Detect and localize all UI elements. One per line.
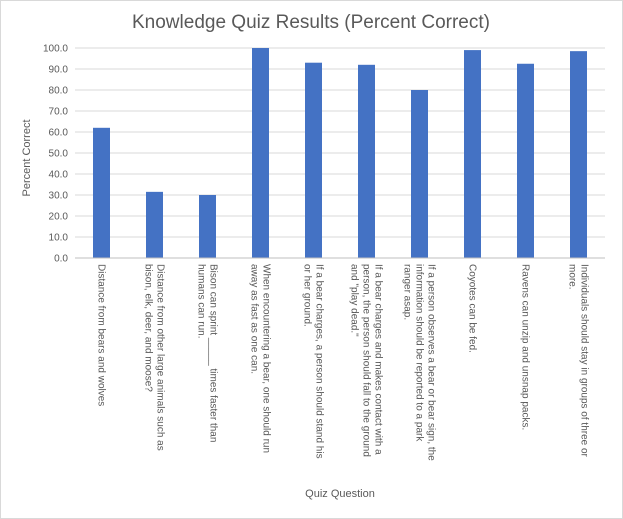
chart-title: Knowledge Quiz Results (Percent Correct): [132, 12, 490, 33]
x-category-label-line: away as fast as one can.: [249, 264, 260, 374]
x-category-label: Coyotes can be fed.: [467, 264, 478, 353]
x-category-label-line: and "play dead.": [349, 264, 360, 337]
x-category-label-line: more.: [567, 264, 578, 290]
y-tick-label: 80.0: [49, 86, 69, 97]
x-category-label-line: Distance from bears and wolves: [96, 264, 107, 406]
x-category-label-line: If a bear charges, a person should stand…: [314, 264, 325, 459]
x-category-label: Distance from other large animals such a…: [143, 264, 166, 451]
y-axis-ticks: 0.0 10.0 20.0 30.0 40.0 50.0 60.0 70.0 80.0 90.0 1…: [43, 44, 68, 265]
x-category-label: If a bear charges and makes contact with…: [349, 264, 384, 457]
y-tick-label: 90.0: [49, 65, 69, 76]
x-category-label-line: person, the person should fall to the gr…: [361, 264, 372, 457]
x-category-label-line: bison, elk, deer, and moose?: [143, 264, 154, 392]
x-category-label: Individuals should stay in groups of thr…: [567, 264, 590, 458]
bars: [93, 48, 587, 259]
y-axis-title: Percent Correct: [21, 119, 33, 196]
x-axis-title: Quiz Question: [305, 488, 375, 500]
y-tick-label: 40.0: [49, 170, 69, 181]
bar: [199, 195, 216, 258]
x-category-label-line: or her ground.: [302, 264, 313, 327]
y-tick-label: 60.0: [49, 128, 69, 139]
x-category-label: If a bear charges, a person should stand…: [302, 264, 325, 459]
x-category-label-line: If a person observes a bear or bear sign…: [426, 264, 437, 461]
bar: [252, 48, 269, 258]
bar: [517, 63, 534, 258]
y-tick-label: 50.0: [49, 149, 69, 160]
x-category-label-line: Ravens can unzip and unsnap packs.: [520, 264, 531, 430]
y-tick-label: 100.0: [43, 44, 68, 55]
x-category-label: If a person observes a bear or bear sign…: [402, 264, 437, 461]
x-category-label: Bison can sprint _____ times faster than…: [196, 264, 219, 442]
bar: [146, 191, 163, 258]
y-tick-label: 20.0: [49, 212, 69, 223]
x-category-label-line: If a bear charges and makes contact with…: [373, 264, 384, 455]
x-category-label-line: Bison can sprint _____ times faster than: [208, 264, 219, 442]
x-category-label-line: Coyotes can be fed.: [467, 264, 478, 353]
x-category-label-line: Distance from other large animals such a…: [155, 264, 166, 451]
bar: [464, 50, 481, 258]
x-category-label: Ravens can unzip and unsnap packs.: [520, 264, 531, 430]
x-category-label-line: humans can run.: [196, 264, 207, 339]
gridlines: [75, 47, 605, 238]
x-category-label-line: When encountering a bear, one should run: [261, 264, 272, 453]
y-tick-label: 0.0: [54, 254, 68, 265]
x-category-label: When encountering a bear, one should run…: [249, 264, 272, 453]
bar: [93, 127, 110, 258]
bar: [411, 90, 428, 258]
y-tick-label: 30.0: [49, 191, 69, 202]
bar: [570, 51, 587, 259]
bar: [358, 64, 375, 258]
x-category-label-line: information should be reported to a park: [414, 264, 425, 442]
x-category-label-line: Individuals should stay in groups of thr…: [579, 264, 590, 458]
x-category-label: Distance from bears and wolves: [96, 264, 107, 406]
x-axis-category-labels: Distance from bears and wolves Distance f…: [96, 264, 590, 461]
x-category-label-line: ranger asap.: [402, 264, 413, 320]
y-tick-label: 70.0: [49, 107, 69, 118]
bar: [305, 62, 322, 259]
y-tick-label: 10.0: [49, 233, 69, 244]
